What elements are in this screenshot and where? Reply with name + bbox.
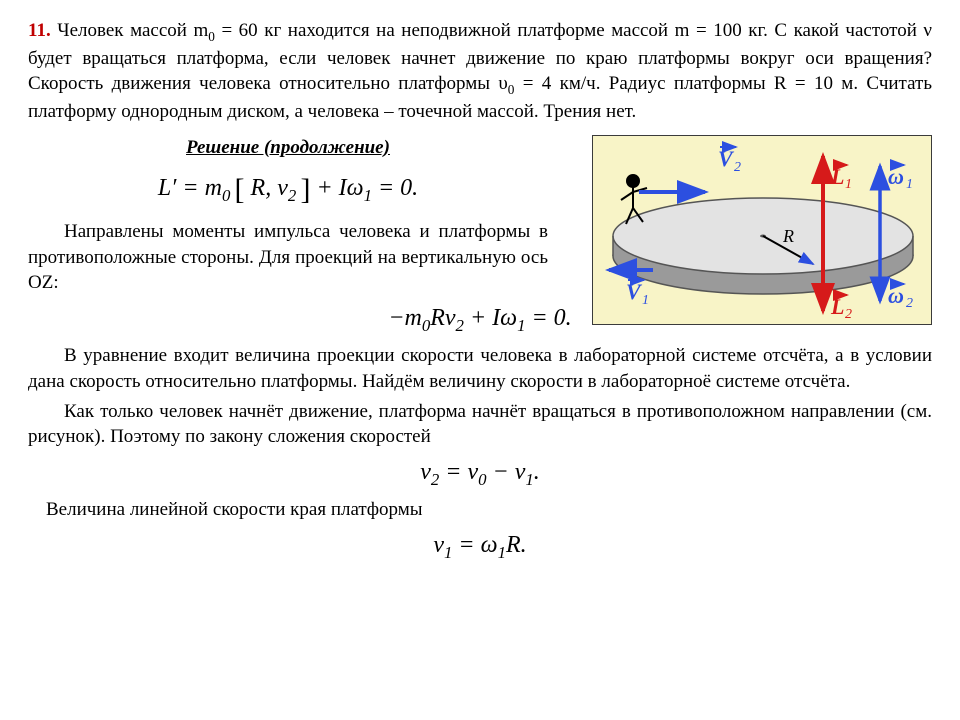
svg-text:ω: ω — [888, 164, 904, 189]
paragraph-2: В уравнение входит величина проекции ско… — [28, 343, 932, 394]
paragraph-1: Направлены моменты импульса человека и п… — [28, 219, 548, 296]
svg-text:V: V — [718, 146, 735, 171]
problem-text-1: Человек массой m — [57, 20, 208, 41]
problem-number: 11. — [28, 20, 51, 41]
problem-statement: 11. Человек массой m0 = 60 кг находится … — [28, 18, 932, 125]
figure-diagram: R V 2 V 1 L 1 — [592, 135, 932, 325]
svg-text:1: 1 — [845, 177, 852, 192]
solution-block: R V 2 V 1 L 1 — [28, 135, 932, 565]
svg-text:R: R — [782, 226, 794, 246]
equation-3: v2 = v0 − v1. — [28, 456, 932, 491]
paragraph-4: Величина линейной скорости края платформ… — [28, 497, 932, 523]
paragraph-3: Как только человек начнёт движение, плат… — [28, 399, 932, 450]
equation-4: v1 = ω1R. — [28, 529, 932, 564]
svg-text:1: 1 — [642, 293, 649, 308]
svg-text:L: L — [830, 294, 844, 319]
solution-title: Решение (продолжение) — [28, 135, 548, 161]
equation-1: L′ = m0 [ R, v2 ] + Iω1 = 0. — [28, 170, 548, 211]
svg-text:2: 2 — [906, 296, 913, 311]
svg-text:2: 2 — [845, 307, 852, 322]
svg-text:ω: ω — [888, 283, 904, 308]
svg-text:V: V — [626, 279, 643, 304]
svg-text:1: 1 — [906, 177, 913, 192]
svg-text:L: L — [830, 164, 844, 189]
svg-text:2: 2 — [734, 160, 741, 175]
